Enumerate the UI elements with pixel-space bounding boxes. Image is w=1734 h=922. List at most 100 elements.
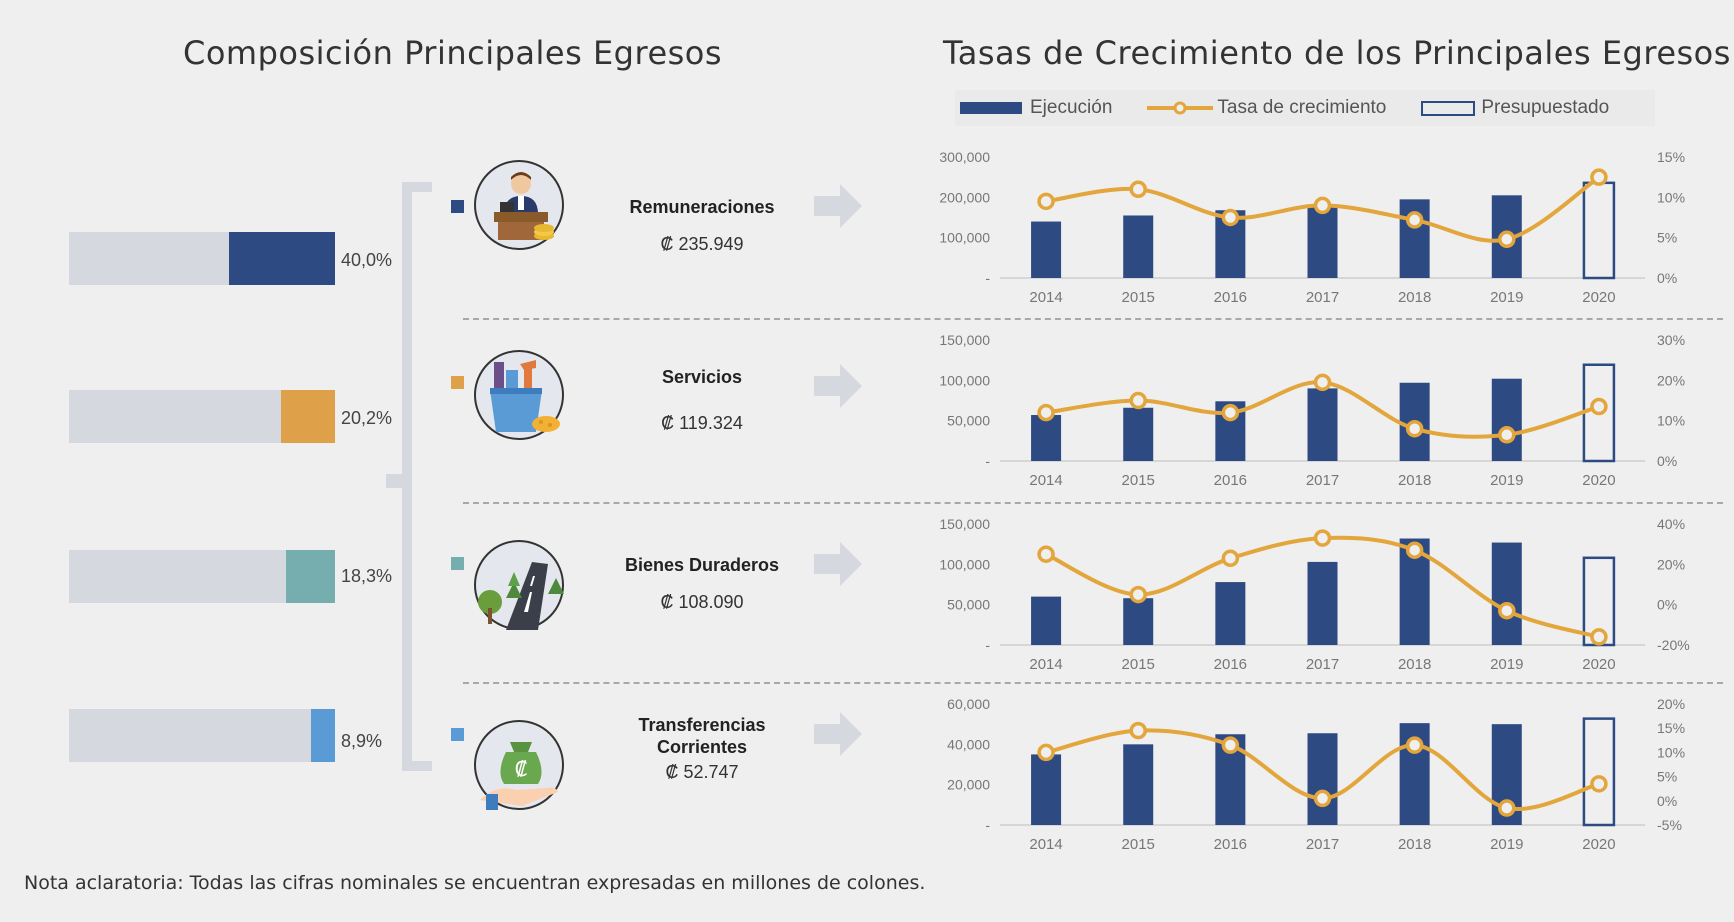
y-right-tick-label: 0%: [1657, 793, 1677, 809]
growth-rate-point: [1221, 403, 1240, 422]
separator: [463, 502, 1723, 504]
growth-rate-point: [1498, 799, 1516, 817]
budget-bar: [1582, 717, 1616, 827]
legend-execution: Ejecución: [960, 97, 1112, 119]
execution-bar: [1123, 407, 1154, 461]
growth-rate-point: [1405, 419, 1424, 438]
category-value: ₡ 108.090: [660, 592, 744, 612]
y-left-tick-label: 300,000: [939, 149, 990, 165]
composition-bar-servicios: [69, 390, 335, 443]
growth-rate-point: [1313, 789, 1332, 808]
growth-rate-point: [1498, 426, 1516, 444]
composition-fill: [228, 232, 335, 285]
growth-chart-remuneraciones: - 100,000 200,000 300,000 0% 5% 10% 15% 2014 2015…: [939, 149, 1685, 306]
arrow-right-icon: [814, 542, 862, 586]
y-right-tick-label: 10%: [1657, 189, 1685, 205]
composition-pct: 18,3%: [341, 566, 393, 586]
composition-fill: [311, 709, 335, 762]
growth-rate-point: [1498, 601, 1516, 620]
growth-rate-point: [1221, 208, 1240, 227]
execution-bar: [1399, 199, 1430, 278]
x-tick-label: 2014: [1029, 472, 1062, 489]
growth-rate-point: [1129, 391, 1147, 410]
x-tick-label: 2014: [1029, 656, 1062, 673]
budget-bar: [1582, 181, 1616, 280]
execution-bar: [1031, 415, 1062, 461]
x-tick-label: 2018: [1398, 472, 1431, 489]
road-trees-icon: [474, 540, 564, 630]
composition-fill: [281, 390, 335, 443]
composition-bar-transferencias: [69, 709, 335, 762]
category-square: [451, 200, 464, 213]
execution-bar: [1123, 744, 1154, 825]
x-tick-label: 2020: [1582, 289, 1615, 306]
execution-swatch: [960, 102, 1022, 114]
growth-rate-point: [1037, 403, 1055, 422]
x-tick-label: 2016: [1214, 472, 1247, 489]
legend-growth-rate: Tasa de crecimiento: [1147, 97, 1386, 119]
x-tick-label: 2018: [1398, 289, 1431, 306]
y-left-tick-label: 100,000: [939, 372, 990, 388]
growth-rate-point: [1221, 549, 1240, 568]
execution-bar: [1031, 754, 1062, 825]
y-left-tick-label: -: [985, 637, 990, 653]
svg-text:₡: ₡: [515, 757, 528, 781]
y-right-tick-label: -5%: [1657, 817, 1682, 833]
growth-chart-bienes: - 50,000 100,000 150,000 -20% 0% 20% 40% 2014 201…: [939, 516, 1690, 673]
y-right-tick-label: 15%: [1657, 149, 1685, 165]
y-left-tick-label: -: [985, 817, 990, 833]
x-tick-label: 2017: [1306, 289, 1339, 306]
y-left-tick-label: 50,000: [947, 413, 990, 429]
money-bag-hand-icon: ₡: [474, 720, 564, 810]
execution-bar: [1123, 598, 1154, 645]
y-left-tick-label: 150,000: [939, 332, 990, 348]
bracket: [402, 182, 432, 771]
composition-pct: 20,2%: [341, 408, 393, 428]
x-tick-label: 2017: [1306, 656, 1339, 673]
growth-rate-point: [1129, 585, 1147, 604]
y-right-tick-label: -20%: [1657, 637, 1690, 653]
growth-rate-point: [1405, 736, 1424, 754]
y-left-tick-label: 200,000: [939, 189, 990, 205]
growth-rate-point: [1590, 397, 1608, 416]
arrow-right-icon: [814, 712, 862, 756]
x-tick-label: 2020: [1582, 472, 1615, 489]
execution-bar: [1307, 561, 1338, 645]
x-tick-label: 2019: [1490, 289, 1523, 306]
y-right-tick-label: 5%: [1657, 230, 1677, 246]
growth-rate-point: [1590, 168, 1608, 186]
growth-rate-point: [1590, 775, 1608, 793]
x-tick-label: 2020: [1582, 836, 1615, 853]
execution-bar: [1307, 388, 1338, 461]
x-tick-label: 2016: [1214, 289, 1247, 306]
y-left-tick-label: 40,000: [947, 736, 990, 752]
category-square: [451, 728, 464, 741]
category-square: [451, 557, 464, 570]
y-right-tick-label: 0%: [1657, 270, 1677, 286]
execution-bar: [1491, 378, 1522, 461]
category-name: Transferencias Corrientes: [638, 715, 766, 757]
x-tick-label: 2018: [1398, 656, 1431, 673]
y-right-tick-label: 20%: [1657, 372, 1685, 388]
growth-chart-servicios: - 50,000 100,000 150,000 0% 10% 20% 30% 2014 2015…: [939, 332, 1685, 489]
growth-rate-point: [1313, 373, 1332, 392]
legend-growth-rate-label: Tasa de crecimiento: [1217, 97, 1387, 118]
y-right-tick-label: 10%: [1657, 413, 1685, 429]
x-tick-label: 2019: [1490, 656, 1523, 673]
x-tick-label: 2017: [1306, 472, 1339, 489]
composition-pct: 40,0%: [341, 250, 393, 270]
category-value: ₡ 52.747: [665, 762, 739, 782]
growth-rate-point: [1037, 192, 1055, 211]
growth-line-swatch: [1147, 101, 1214, 115]
category-value: ₡ 119.324: [661, 413, 743, 433]
y-right-tick-label: 15%: [1657, 720, 1685, 736]
category-value: ₡ 235.949: [660, 234, 744, 254]
y-left-tick-label: -: [985, 270, 990, 286]
y-right-tick-label: 20%: [1657, 696, 1685, 712]
x-tick-label: 2015: [1122, 836, 1155, 853]
growth-rate-point: [1590, 628, 1608, 646]
chart-legend: Ejecución Tasa de crecimiento Presupuest…: [955, 90, 1655, 126]
x-tick-label: 2015: [1122, 656, 1155, 673]
composition-bar-remuneraciones: [69, 232, 335, 285]
legend-execution-label: Ejecución: [1030, 97, 1113, 118]
